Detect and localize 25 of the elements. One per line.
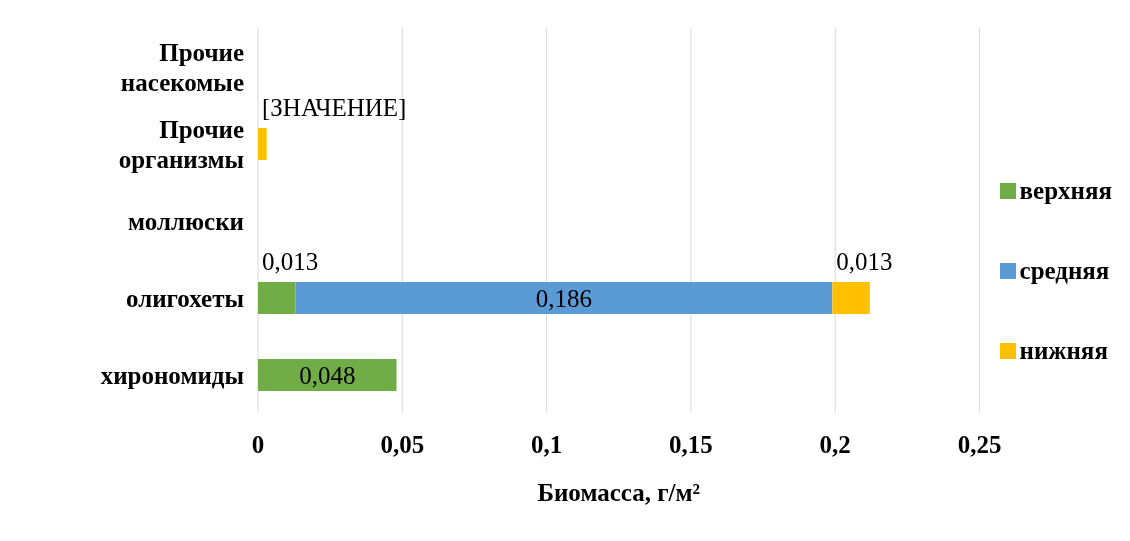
y-tick-label: олигохеты — [126, 284, 244, 311]
bar — [258, 359, 397, 391]
data-label: 0,048 — [299, 361, 356, 389]
data-label: 0,186 — [535, 284, 593, 312]
legend-label: нижняя — [1019, 336, 1108, 365]
y-tick-label: Прочие насекомые — [120, 38, 244, 95]
x-tick-label: 0 — [251, 430, 265, 458]
x-tick-label: 0,15 — [669, 430, 713, 458]
x-tick-label: 0,25 — [957, 430, 1002, 458]
bar — [832, 282, 870, 314]
x-axis-title: Биомасса, г/м² — [537, 479, 701, 506]
data-label: 0,013 — [836, 248, 893, 275]
x-tick-label: 0,05 — [380, 430, 425, 458]
x-tick-label: 0,1 — [530, 430, 563, 458]
y-tick-label: моллюски — [128, 207, 244, 234]
legend-label: верхняя — [1019, 176, 1112, 205]
legend-label: средняя — [1019, 256, 1110, 285]
bar — [258, 128, 267, 160]
bar — [295, 282, 833, 314]
bar — [258, 282, 296, 314]
y-tick-label: хирономиды — [100, 361, 244, 388]
data-label: 0,013 — [262, 248, 319, 275]
y-tick-label: Прочие организмы — [118, 115, 244, 172]
data-label: [ЗНАЧЕНИЕ] — [262, 94, 407, 121]
x-tick-label: 0,2 — [819, 430, 851, 458]
